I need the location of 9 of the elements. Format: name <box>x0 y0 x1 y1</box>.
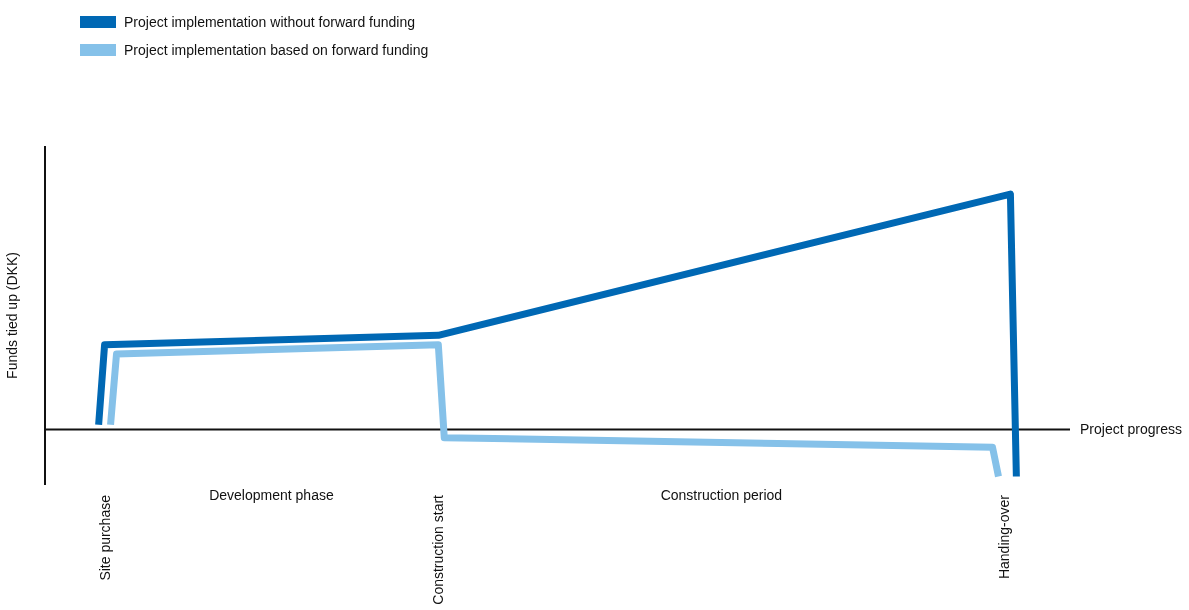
x-tick-label: Handing-over <box>996 494 1013 580</box>
legend-label: Project implementation based on forward funding <box>124 42 429 58</box>
x-tick-label: Construction start <box>430 494 447 605</box>
x-axis-title: Project progress <box>1080 421 1182 438</box>
y-axis-title: Funds tied up (DKK) <box>3 252 20 379</box>
text: Development phase <box>209 487 334 503</box>
text: Construction period <box>660 487 783 503</box>
legend-label: Project implementation without forward funding <box>124 14 416 30</box>
x-tick-label: Site purchase <box>96 494 113 581</box>
